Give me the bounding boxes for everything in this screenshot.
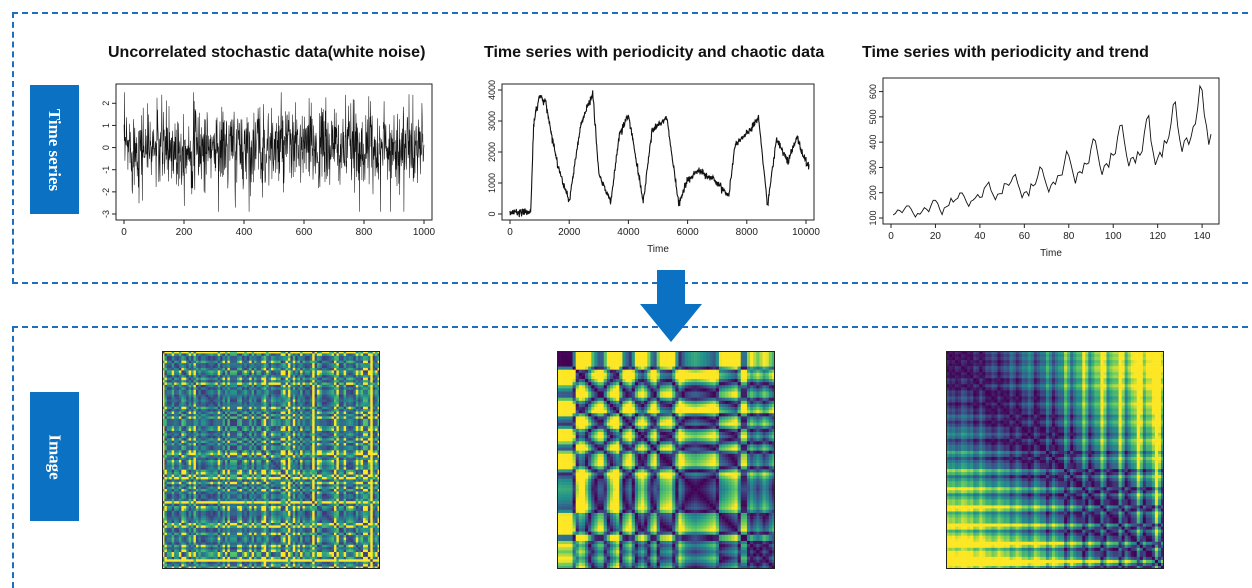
x-tick-label: 6000 — [676, 227, 699, 238]
heatmap-chaotic — [557, 351, 775, 569]
x-tick-label: 80 — [1063, 231, 1075, 242]
chart-title-white-noise: Uncorrelated stochastic data(white noise… — [108, 44, 425, 62]
x-tick-label: 40 — [974, 231, 986, 242]
y-tick-label: 200 — [868, 185, 878, 200]
image-label: Image — [30, 392, 79, 521]
series-line — [124, 92, 424, 212]
chart-trend: 0 20 40 60 80 100 120 140 100 200 300 400 500 600 Time — [855, 72, 1240, 270]
series-line — [510, 90, 809, 217]
x-tick-label: 8000 — [736, 227, 759, 238]
chart-title-trend: Time series with periodicity and trend — [862, 44, 1149, 62]
y-tick-label: 0 — [101, 145, 111, 150]
x-tick-label: 10000 — [792, 227, 820, 238]
x-tick-label: 400 — [236, 227, 253, 238]
image-label-text: Image — [44, 434, 64, 479]
y-tick-label: 4000 — [487, 80, 497, 100]
heatmap-trend — [946, 351, 1164, 569]
y-tick-label: 0 — [487, 211, 497, 216]
time-series-label: Time series — [30, 85, 79, 214]
heatmap-white-noise — [162, 351, 380, 569]
x-tick-label: 600 — [296, 227, 313, 238]
y-tick-label: -1 — [101, 166, 111, 174]
y-tick-label: 1000 — [487, 173, 497, 193]
x-tick-label: 2000 — [558, 227, 581, 238]
x-tick-label: 0 — [888, 231, 894, 242]
y-tick-label: 400 — [868, 135, 878, 150]
y-tick-label: -2 — [101, 188, 111, 196]
x-tick-label: 1000 — [413, 227, 436, 238]
x-tick-label: 200 — [176, 227, 193, 238]
x-tick-label: 0 — [507, 227, 513, 238]
chart-title-chaotic: Time series with periodicity and chaotic… — [484, 44, 824, 62]
x-tick-label: 0 — [121, 227, 127, 238]
x-tick-label: 120 — [1149, 231, 1166, 242]
time-series-label-text: Time series — [45, 108, 65, 190]
y-tick-label: 100 — [868, 210, 878, 225]
x-axis-label: Time — [1040, 248, 1062, 259]
y-tick-label: 600 — [868, 84, 878, 99]
plot-frame — [883, 78, 1219, 224]
chart-chaotic: 0 2000 4000 6000 8000 10000 0 1000 2000 3000 4000 T… — [472, 78, 827, 263]
x-tick-label: 20 — [930, 231, 942, 242]
x-tick-label: 140 — [1194, 231, 1211, 242]
x-tick-label: 60 — [1019, 231, 1031, 242]
y-tick-label: 2000 — [487, 142, 497, 162]
y-tick-label: 500 — [868, 109, 878, 124]
y-tick-label: 300 — [868, 160, 878, 175]
x-tick-label: 4000 — [617, 227, 640, 238]
x-tick-label: 800 — [356, 227, 373, 238]
y-tick-label: 2 — [101, 101, 111, 106]
x-tick-label: 100 — [1105, 231, 1122, 242]
y-tick-label: -3 — [101, 210, 111, 218]
down-arrow-icon — [640, 270, 702, 342]
x-axis-label: Time — [647, 244, 669, 255]
y-tick-label: 3000 — [487, 111, 497, 131]
chart-white-noise: 0 200 400 600 800 1000 -3 -2 -1 0 1 2 — [90, 78, 445, 248]
y-tick-label: 1 — [101, 123, 111, 128]
series-line — [893, 86, 1211, 217]
